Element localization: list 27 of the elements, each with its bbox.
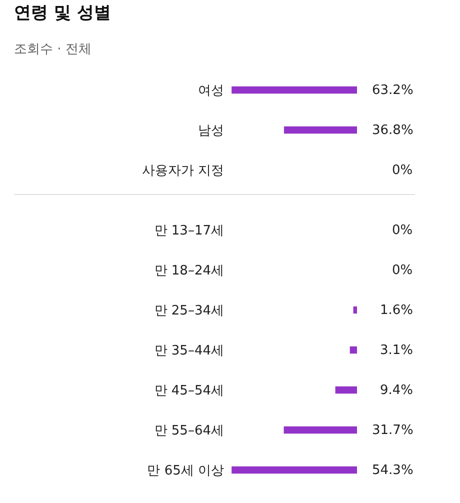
text: 연령 및 성별	[14, 2, 111, 23]
y-tick-label: 남성	[198, 124, 224, 139]
y-tick-label: 만 25–34세	[154, 304, 224, 319]
data-label: 9.4%	[380, 383, 414, 398]
y-tick-label: 만 35–44세	[154, 344, 224, 359]
data-label: 1.6%	[380, 303, 414, 318]
data-label: 31.7%	[372, 423, 414, 438]
y-tick-label: 만 13–17세	[154, 224, 224, 239]
y-tick-label: 여성	[198, 84, 224, 99]
y-tick-label: 사용자가 지정	[142, 164, 224, 179]
y-tick-label: 만 55–64세	[154, 424, 224, 439]
data-label: 0%	[392, 263, 413, 278]
data-label: 0%	[392, 223, 413, 238]
data-label: 3.1%	[380, 343, 414, 358]
data-label: 63.2%	[372, 83, 414, 98]
data-label: 0%	[392, 163, 413, 178]
text: 조회수 · 전체	[14, 42, 92, 57]
bar	[284, 426, 357, 434]
bar	[353, 306, 357, 314]
data-label: 36.8%	[372, 123, 414, 138]
y-tick-label: 만 45–54세	[154, 384, 224, 399]
bar	[232, 466, 357, 474]
y-tick-label: 만 65세 이상	[147, 464, 224, 479]
bar	[335, 386, 357, 394]
y-tick-label: 만 18–24세	[154, 264, 224, 279]
bar	[350, 346, 357, 354]
data-label: 54.3%	[372, 463, 414, 478]
